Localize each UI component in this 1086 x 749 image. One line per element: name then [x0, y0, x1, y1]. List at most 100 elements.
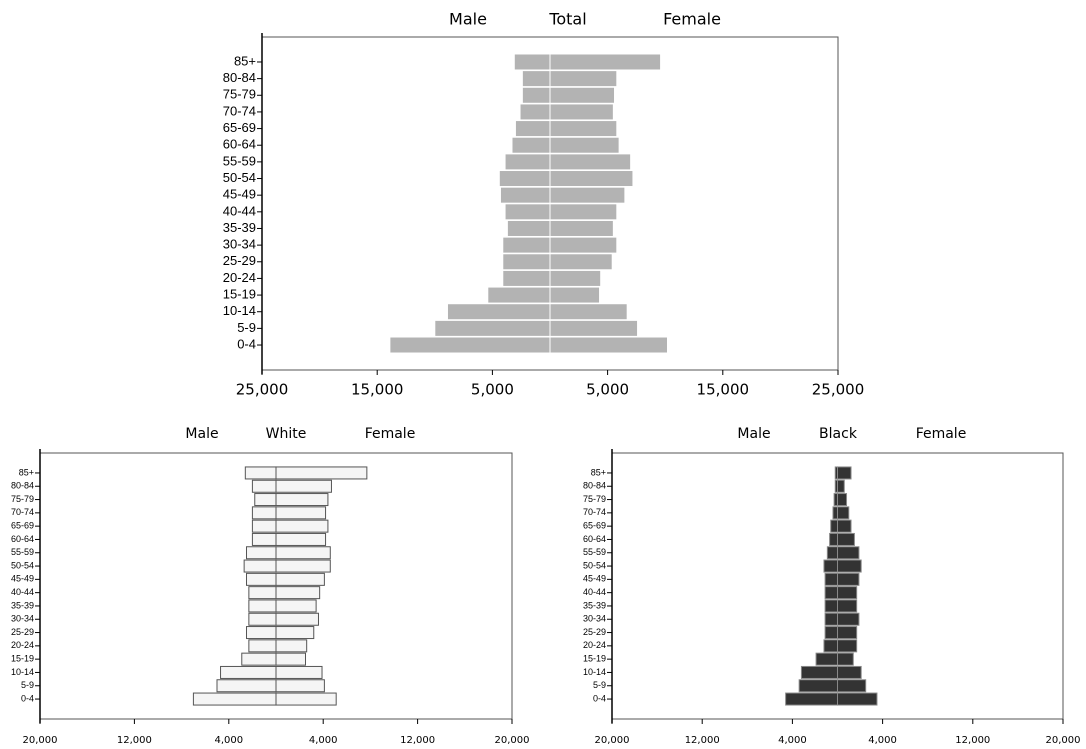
bar — [254, 493, 277, 507]
bar — [243, 559, 277, 573]
bar — [549, 203, 618, 221]
bar — [837, 586, 858, 600]
bar — [837, 639, 858, 653]
bar — [829, 532, 838, 546]
y-tick-label: 60-64 — [583, 534, 606, 544]
bar — [837, 692, 878, 706]
y-tick-label: 70-74 — [223, 103, 256, 118]
bar — [824, 599, 838, 613]
bar — [275, 572, 325, 586]
y-tick-label: 10-14 — [223, 303, 256, 318]
x-tick-label: 15,000 — [697, 381, 750, 399]
bar — [549, 319, 639, 337]
x-tick-label: 12,000 — [117, 735, 152, 746]
bar — [248, 639, 277, 653]
y-tick-label: 65-69 — [223, 120, 256, 135]
y-tick-label: 55-59 — [583, 547, 606, 557]
y-tick-label: 10-14 — [583, 667, 606, 677]
bar — [275, 493, 329, 507]
bar — [824, 626, 838, 640]
y-tick-label: 55-59 — [223, 153, 256, 168]
y-tick-label: 30-34 — [11, 614, 34, 624]
bar — [192, 692, 277, 706]
bar — [275, 626, 315, 640]
y-tick-label: 60-64 — [11, 534, 34, 544]
bar — [487, 286, 551, 304]
bar — [837, 532, 855, 546]
y-tick-label: 85+ — [591, 467, 606, 477]
bar — [502, 236, 551, 254]
y-tick-label: 0-4 — [21, 693, 34, 703]
bar — [251, 506, 277, 520]
x-tick-label: 25,000 — [812, 381, 865, 399]
y-tick-label: 20-24 — [223, 270, 256, 285]
y-tick-label: 70-74 — [583, 507, 606, 517]
bar — [837, 599, 858, 613]
y-tick-label: 5-9 — [21, 680, 34, 690]
y-tick-label: 75-79 — [223, 87, 256, 102]
bar — [826, 546, 838, 560]
x-tick-label: 20,000 — [23, 735, 58, 746]
bar — [823, 639, 838, 653]
bar — [275, 652, 306, 666]
bar — [275, 506, 327, 520]
y-tick-label: 30-34 — [583, 614, 606, 624]
bar — [275, 586, 321, 600]
x-tick-label: 20,000 — [1046, 735, 1081, 746]
bar — [837, 519, 852, 533]
y-tick-label: 25-29 — [11, 627, 34, 637]
bar — [246, 572, 277, 586]
y-tick-label: 20-24 — [583, 640, 606, 650]
bar — [275, 466, 368, 480]
chart-title: Total — [548, 10, 586, 29]
bar — [824, 612, 838, 626]
bar — [549, 253, 613, 271]
y-tick-label: 80-84 — [583, 481, 606, 491]
y-tick-label: 0-4 — [593, 693, 606, 703]
bar — [248, 586, 277, 600]
y-tick-label: 35-39 — [11, 600, 34, 610]
y-tick-label: 5-9 — [237, 320, 256, 335]
bar — [837, 466, 852, 480]
bar — [275, 519, 329, 533]
bar — [514, 120, 551, 138]
y-tick-label: 75-79 — [11, 494, 34, 504]
x-tick-label: 25,000 — [236, 381, 289, 399]
bar — [275, 665, 323, 679]
y-tick-label: 25-29 — [583, 627, 606, 637]
bar — [446, 303, 551, 321]
x-tick-label: 4,000 — [778, 735, 807, 746]
bar — [837, 652, 854, 666]
x-tick-label: 4,000 — [309, 735, 338, 746]
series-label: Female — [663, 10, 721, 29]
y-tick-label: 35-39 — [583, 600, 606, 610]
bar — [502, 269, 551, 287]
y-tick-label: 35-39 — [223, 220, 256, 235]
bar — [275, 599, 317, 613]
y-tick-label: 10-14 — [11, 667, 34, 677]
bar — [837, 612, 860, 626]
y-tick-label: 40-44 — [583, 587, 606, 597]
chart-title: Black — [819, 426, 858, 442]
bar — [275, 546, 331, 560]
bar — [785, 692, 839, 706]
bar — [246, 546, 277, 560]
bar — [251, 519, 277, 533]
bar — [499, 186, 551, 204]
bar — [220, 665, 277, 679]
bar — [549, 103, 614, 121]
bar — [504, 153, 551, 171]
bar — [549, 219, 614, 237]
x-tick-label: 15,000 — [351, 381, 404, 399]
bar — [800, 665, 838, 679]
bar — [824, 586, 838, 600]
plot-frame — [611, 452, 1064, 720]
y-tick-label: 85+ — [19, 467, 34, 477]
bar — [823, 559, 838, 573]
y-tick-label: 55-59 — [11, 547, 34, 557]
bar — [549, 120, 618, 138]
bar — [798, 679, 838, 693]
y-tick-label: 45-49 — [11, 574, 34, 584]
bar — [549, 269, 602, 287]
